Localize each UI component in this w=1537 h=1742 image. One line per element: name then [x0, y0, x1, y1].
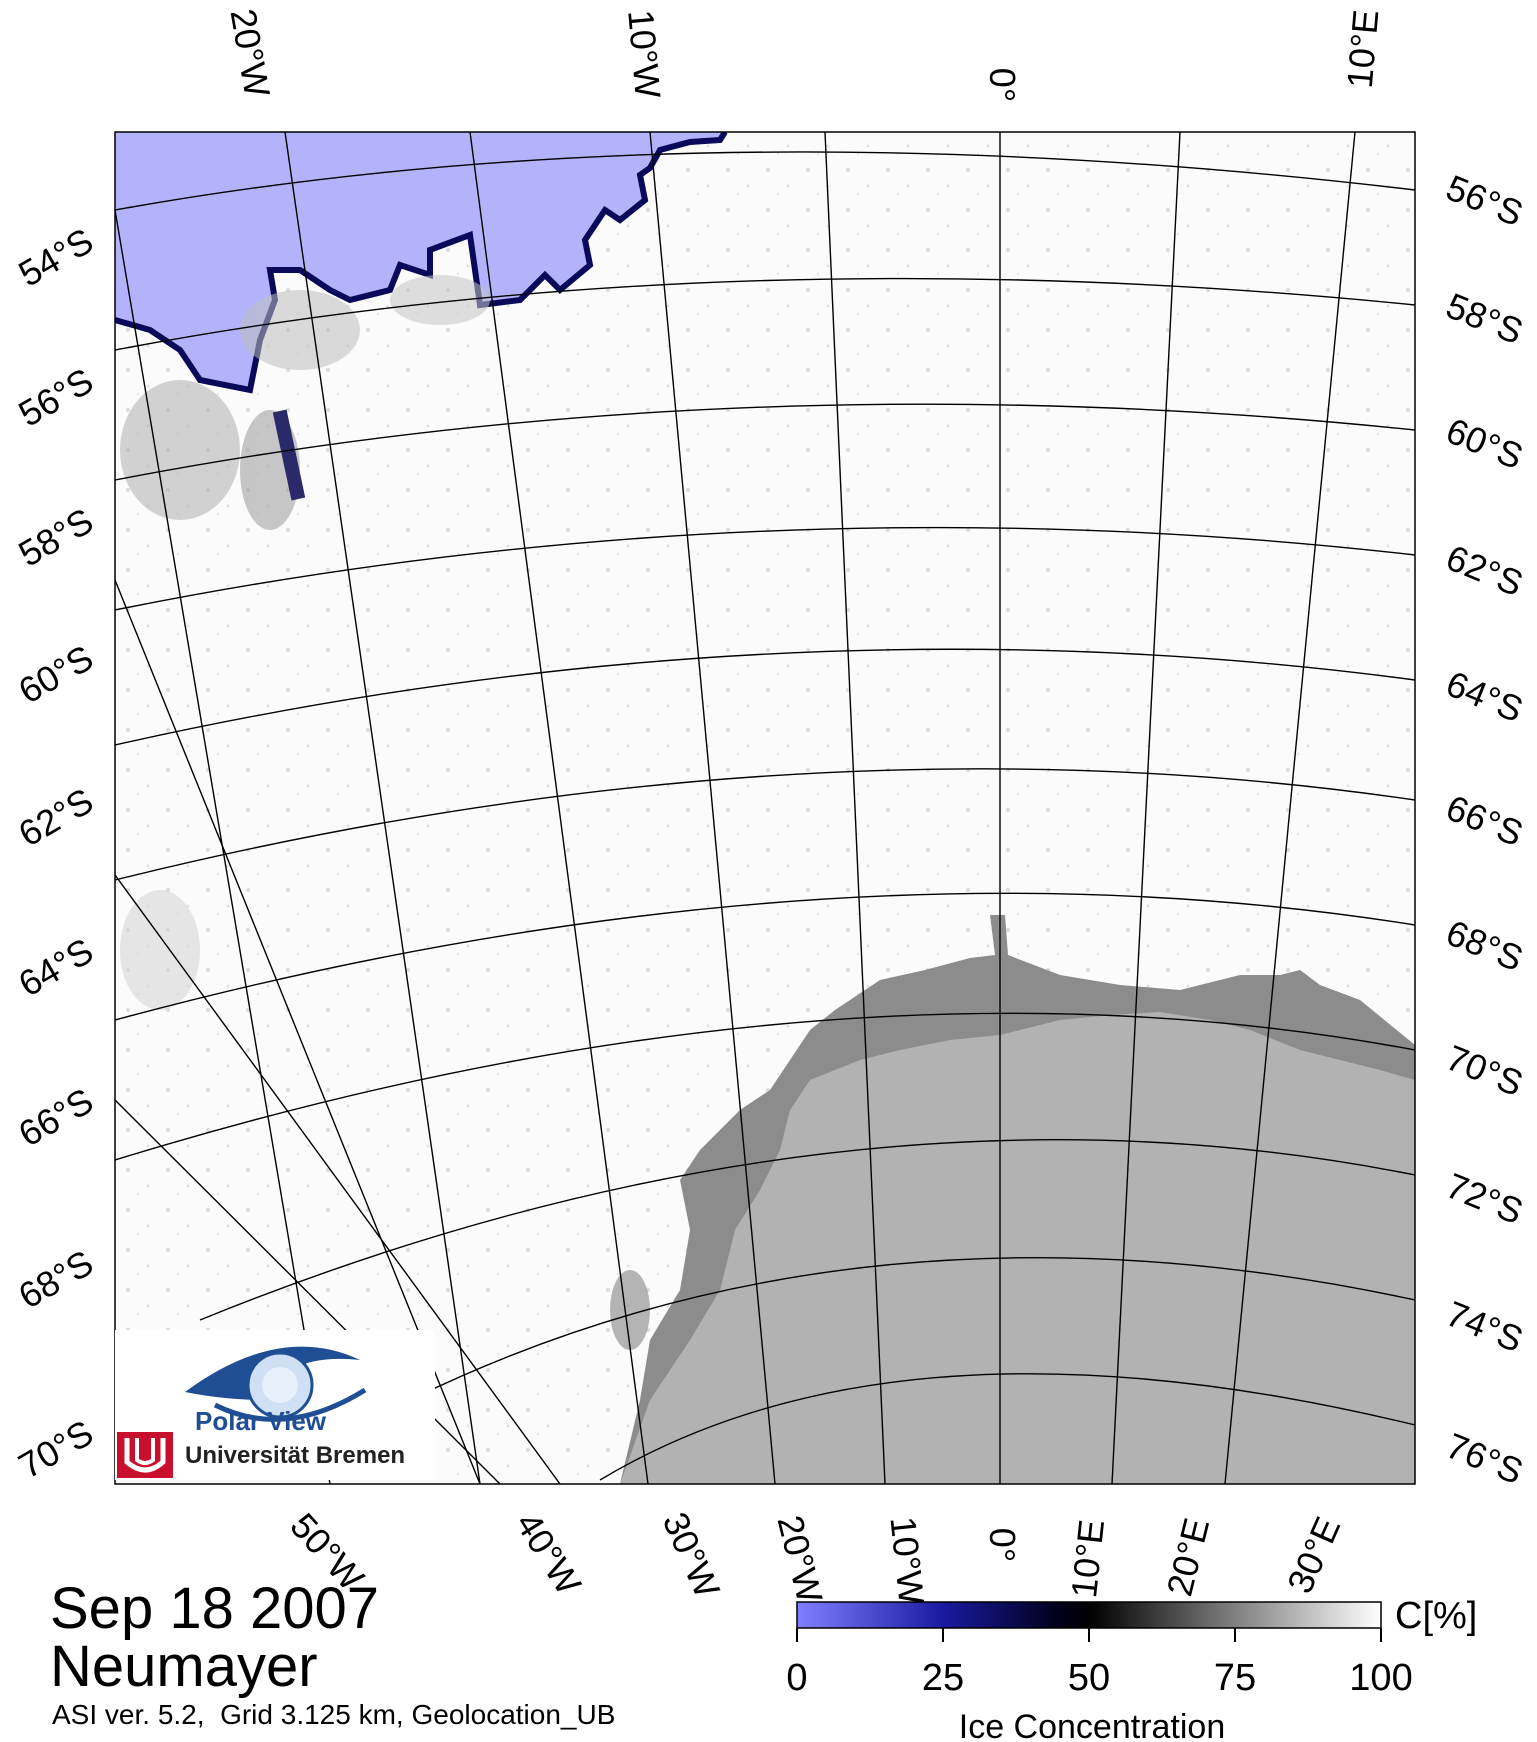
- lat-right-70: 70°S: [1441, 1037, 1529, 1104]
- colorbar-tick-0: 0: [786, 1657, 807, 1699]
- left-latitude-labels: 54°S 56°S 58°S 60°S 62°S 64°S 66°S 68°S …: [12, 220, 100, 1487]
- lon-bottom-0: 0°: [982, 1528, 1023, 1562]
- lon-bottom-30e: 30°E: [1279, 1511, 1348, 1599]
- lat-left-68: 68°S: [12, 1242, 100, 1317]
- antarctica-land: [620, 1012, 1415, 1484]
- colorbar-gradient: [796, 1601, 1382, 1629]
- eye-icon: [185, 1346, 367, 1422]
- lon-bottom-30w: 30°W: [655, 1506, 728, 1603]
- lat-left-60: 60°S: [12, 637, 100, 712]
- lon-bottom-20e: 20°E: [1158, 1514, 1217, 1600]
- lat-right-72: 72°S: [1441, 1165, 1529, 1232]
- colorbar-unit: C[%]: [1395, 1595, 1477, 1637]
- university-seal-icon: [117, 1432, 173, 1478]
- product-metadata: ASI ver. 5.2, Grid 3.125 km, Geolocation…: [52, 1699, 616, 1730]
- lon-bottom-10e: 10°E: [1063, 1518, 1112, 1600]
- lat-right-76: 76°S: [1441, 1425, 1529, 1492]
- date-title: Sep 18 2007: [50, 1576, 379, 1641]
- lat-right-62: 62°S: [1441, 537, 1529, 604]
- lat-left-70: 70°S: [12, 1412, 100, 1487]
- top-longitude-labels: 20°W 10°W 0° 10°E: [222, 6, 1386, 102]
- lon-top-10e: 10°E: [1339, 8, 1387, 90]
- polar-view-logo: Polar View Universität Bremen: [115, 1330, 435, 1480]
- colorbar: 0 25 50 75 100 C[%] Ice Concentration: [786, 1595, 1477, 1742]
- lon-top-20w: 20°W: [222, 6, 278, 100]
- lon-top-10w: 10°W: [620, 8, 669, 100]
- lat-right-68: 68°S: [1441, 912, 1529, 979]
- bottom-longitude-labels: 50°W 40°W 30°W 20°W 10°W 0° 10°E 20°E 30…: [282, 1505, 1348, 1607]
- colorbar-tick-50: 50: [1068, 1657, 1110, 1699]
- lon-bottom-10w: 10°W: [882, 1515, 932, 1607]
- lat-left-56: 56°S: [12, 360, 100, 435]
- lat-left-66: 66°S: [12, 1080, 100, 1155]
- colorbar-axis-label: Ice Concentration: [959, 1708, 1226, 1742]
- marginal-ice-zone: [120, 275, 650, 1350]
- lat-right-60: 60°S: [1441, 410, 1529, 477]
- station-title: Neumayer: [50, 1634, 318, 1699]
- lon-bottom-20w: 20°W: [770, 1511, 831, 1607]
- map-area: [115, 132, 1415, 1484]
- lat-right-74: 74°S: [1441, 1293, 1529, 1360]
- lat-left-58: 58°S: [12, 500, 100, 575]
- map-frame: [114, 131, 1416, 1485]
- lat-right-64: 64°S: [1441, 663, 1529, 730]
- lat-left-62: 62°S: [12, 780, 100, 855]
- lat-right-58: 58°S: [1441, 285, 1529, 352]
- open-water: [115, 132, 725, 390]
- right-latitude-labels: 56°S 58°S 60°S 62°S 64°S 66°S 68°S 70°S …: [1441, 167, 1529, 1492]
- colorbar-tick-75: 75: [1214, 1657, 1256, 1699]
- polynya-lead: [272, 409, 306, 501]
- lat-right-56: 56°S: [1441, 167, 1529, 234]
- logo-institution: Universität Bremen: [185, 1442, 406, 1469]
- colorbar-tick-25: 25: [922, 1657, 964, 1699]
- lon-bottom-40w: 40°W: [508, 1505, 590, 1602]
- lat-left-64: 64°S: [12, 930, 100, 1005]
- colorbar-tick-100: 100: [1349, 1657, 1412, 1699]
- lat-left-54: 54°S: [12, 220, 100, 295]
- latitude-lines: [115, 151, 1415, 1481]
- lat-right-66: 66°S: [1441, 787, 1529, 854]
- logo-name: Polar View: [195, 1406, 327, 1436]
- lon-top-0: 0°: [982, 68, 1023, 102]
